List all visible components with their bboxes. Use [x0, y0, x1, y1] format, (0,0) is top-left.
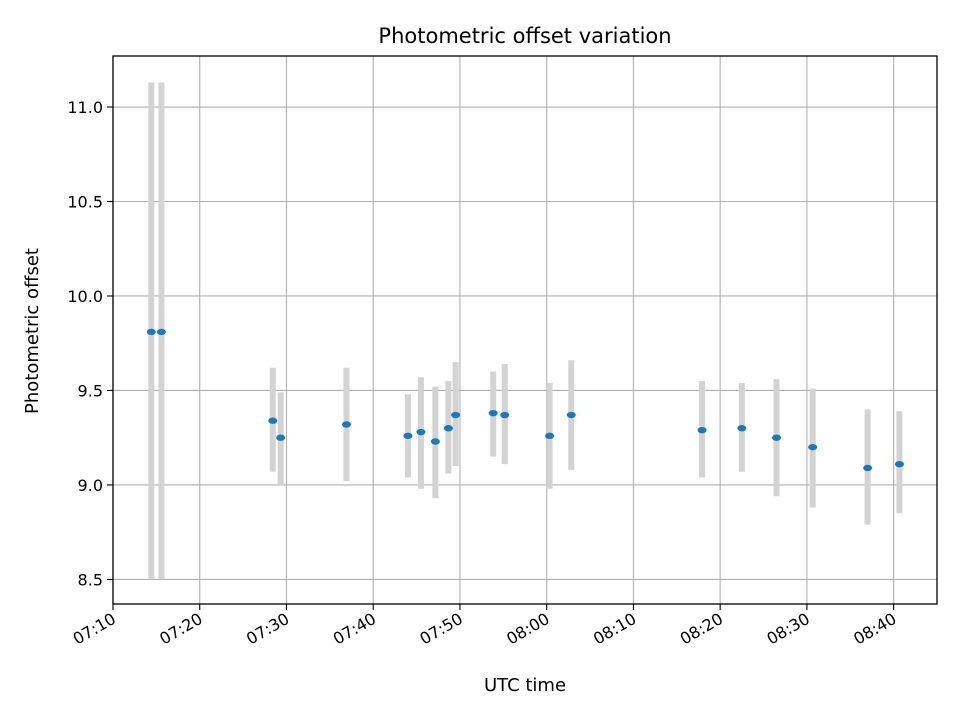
y-tick-label: 9.0: [78, 476, 103, 495]
data-point: [737, 425, 747, 432]
data-point: [451, 411, 461, 419]
plot-frame: [112, 55, 938, 605]
data-point: [403, 432, 413, 440]
data-point: [341, 421, 351, 428]
y-tick-label: 11.0: [67, 98, 103, 117]
x-axis-title: UTC time: [484, 675, 566, 696]
data-point: [146, 328, 156, 336]
data-point: [488, 409, 498, 417]
grid-lines: [112, 56, 937, 604]
data-point: [808, 443, 818, 451]
data-point: [276, 434, 286, 441]
data-point: [430, 438, 440, 445]
data-point: [545, 432, 555, 440]
data-point: [772, 434, 782, 441]
data-point: [863, 464, 873, 472]
data-point: [566, 411, 576, 419]
y-tick-label: 10.5: [67, 193, 103, 212]
y-tick-label: 10.0: [67, 287, 103, 306]
chart-title: Photometric offset variation: [378, 24, 671, 48]
data-point: [268, 417, 278, 424]
y-axis-ticks: 8.5 9.0 9.5 10.0 10.5 11.0: [67, 98, 113, 589]
data-points: [146, 328, 904, 472]
data-point: [894, 460, 904, 468]
data-point: [697, 426, 707, 434]
data-point: [500, 411, 510, 419]
y-tick-label: 9.5: [78, 381, 103, 400]
data-point: [156, 328, 166, 336]
y-axis-title: Photometric offset: [22, 248, 43, 414]
y-tick-label: 8.5: [78, 570, 103, 589]
data-point: [443, 425, 453, 432]
data-point: [416, 428, 426, 436]
